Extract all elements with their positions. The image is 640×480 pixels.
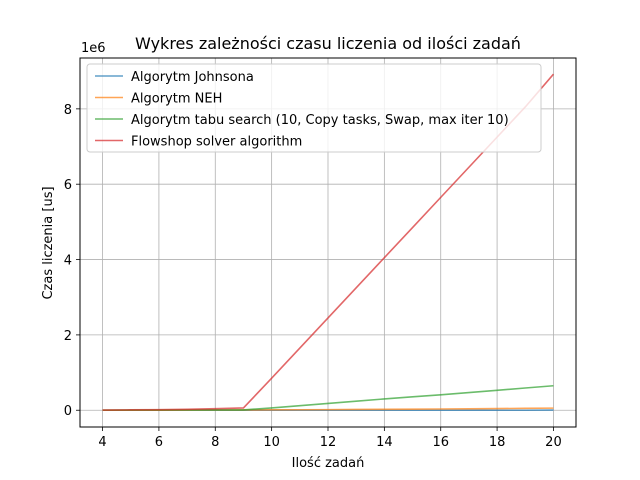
series-lines: [102, 73, 555, 412]
x-tick-label: 14: [376, 435, 393, 450]
legend-box: [86, 63, 542, 153]
y-tick-label: 2: [64, 329, 72, 344]
y-axis-label: Czas liczenia [us]: [41, 186, 56, 299]
y-tick-label: 6: [64, 178, 72, 193]
legend-label-4: Flowshop solver algorithm: [131, 135, 302, 150]
x-tick-label: 18: [489, 435, 506, 450]
x-tick-label: 4: [98, 435, 106, 450]
x-axis-label: Ilość zadań: [292, 456, 365, 471]
series-line-4: [102, 73, 555, 411]
x-tick-label: 16: [432, 435, 449, 450]
y-tick-label: 0: [64, 404, 72, 419]
legend-label-2: Algorytm NEH: [131, 92, 222, 107]
y-tick-label: 8: [64, 103, 72, 118]
x-tick-label: 12: [320, 435, 337, 450]
x-tick-label: 10: [263, 435, 280, 450]
legend-label-3: Algorytm tabu search (10, Copy tasks, Sw…: [131, 113, 509, 128]
x-tick-label: 6: [155, 435, 163, 450]
x-tick-label: 8: [211, 435, 219, 450]
x-tick-label: 20: [545, 435, 562, 450]
y-tick-label: 4: [64, 254, 72, 269]
y-multiplier-label: 1e6: [81, 41, 106, 56]
legend-label-1: Algorytm Johnsona: [131, 70, 254, 85]
legend: Algorytm Johnsona Algorytm NEH Algorytm ta…: [86, 63, 542, 153]
chart-title: Wykres zależności czasu liczenia od iloś…: [135, 34, 521, 53]
axis-ticks: 4 6 8 10 12 14 16 18 20 0 2 4 6 8: [64, 103, 562, 450]
